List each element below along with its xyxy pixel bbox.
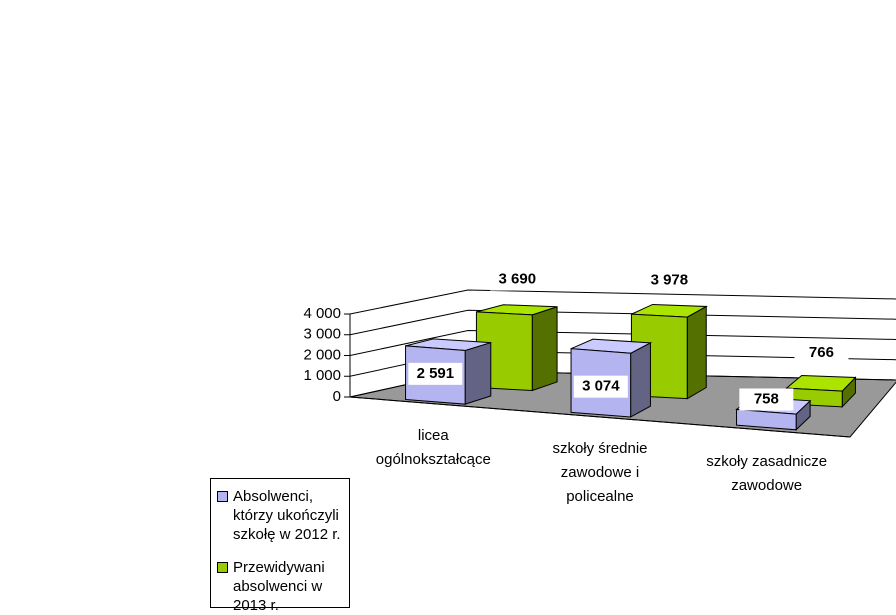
legend-label: Przewidywani absolwenci w 2013 r.: [233, 559, 325, 614]
legend-item: Przewidywani absolwenci w 2013 r.: [215, 558, 345, 615]
x-axis: [349, 396, 851, 438]
x-tick-label: szkoły zasadnicze zawodowe: [706, 453, 828, 495]
label-bg: [408, 362, 463, 385]
label-bg: [642, 269, 697, 292]
x-tick-label: szkoły średnie zawodowe i policealne: [552, 440, 648, 505]
y-tick-label: 1 000: [303, 367, 341, 384]
grid-line: [349, 309, 896, 336]
bar-side: [531, 306, 558, 392]
bar-side: [686, 305, 707, 400]
bar-side: [464, 341, 492, 405]
data-label: 3 978: [651, 272, 689, 289]
data-label: 2 591: [417, 365, 455, 382]
data-label: 758: [754, 390, 779, 407]
bar-side: [630, 342, 651, 418]
x-tick-label: licea ogólnokształcące: [375, 426, 491, 468]
grid-line: [349, 329, 896, 356]
data-label: 3 074: [582, 378, 620, 395]
label-bg: [490, 268, 545, 291]
legend-swatch: [217, 562, 228, 573]
label-bg: [794, 342, 849, 365]
legend: Absolwenci, którzy ukończyli szkołę w 20…: [210, 478, 350, 614]
y-tick-label: 4 000: [303, 305, 341, 322]
y-tick-label: 0: [333, 388, 341, 405]
bar: [736, 408, 797, 431]
legend-swatch: [217, 491, 228, 502]
y-tick-label: 2 000: [303, 346, 341, 363]
legend-item: Absolwenci, którzy ukończyli szkołę w 20…: [215, 487, 345, 544]
label-bg: [739, 388, 794, 411]
y-tick-label: 3 000: [303, 326, 341, 343]
data-label: 766: [809, 344, 834, 361]
legend-label: Absolwenci, którzy ukończyli szkołę w 20…: [233, 488, 341, 543]
data-label: 3 690: [499, 271, 537, 288]
label-bg: [573, 375, 628, 398]
grid-line: [349, 289, 896, 315]
